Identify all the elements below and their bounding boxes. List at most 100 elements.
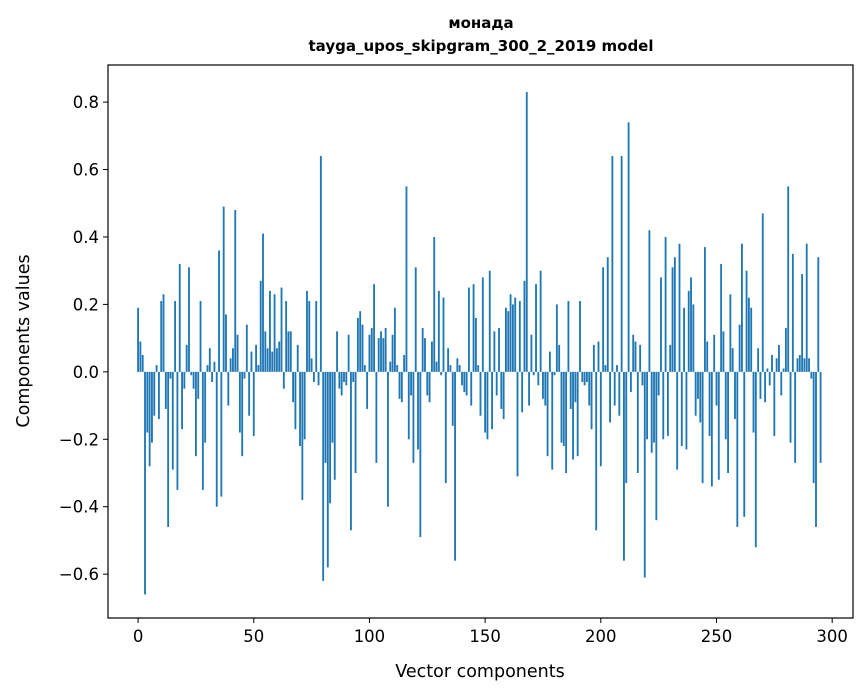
y-tick-label: 0.0 <box>73 363 99 382</box>
bar <box>435 361 438 372</box>
bar <box>414 267 417 372</box>
bar <box>331 371 334 443</box>
x-axis-label: Vector components <box>395 662 564 682</box>
bar <box>428 371 431 403</box>
bar <box>764 371 767 403</box>
bar <box>243 371 246 379</box>
bar <box>461 371 463 386</box>
bar <box>289 331 292 372</box>
bar-series <box>137 91 822 595</box>
bar <box>815 371 817 527</box>
bar <box>586 371 588 382</box>
bar <box>613 371 616 406</box>
x-tick-label: 0 <box>133 627 144 646</box>
bar <box>673 257 676 372</box>
bar <box>535 284 537 372</box>
bar <box>708 371 711 436</box>
bar <box>463 371 466 393</box>
bar <box>632 334 635 372</box>
x-axis: 0 50 100 150 200 250 300 <box>133 618 848 646</box>
bar <box>220 371 223 497</box>
bar <box>400 371 403 403</box>
bar <box>759 371 762 399</box>
bar <box>481 277 484 372</box>
bar <box>444 371 447 484</box>
bar <box>477 365 480 372</box>
bar <box>592 344 595 372</box>
bar <box>296 344 299 372</box>
bar <box>380 331 382 372</box>
bar <box>623 371 625 561</box>
bar <box>181 371 183 430</box>
bar <box>285 301 288 372</box>
bar <box>458 365 461 372</box>
bar <box>542 371 544 399</box>
bar <box>706 341 709 372</box>
bar <box>678 243 681 372</box>
bar <box>262 233 264 372</box>
bar <box>169 371 172 379</box>
bar <box>345 371 348 386</box>
bar <box>530 334 533 372</box>
bar <box>412 371 415 463</box>
bar <box>525 91 528 372</box>
bar <box>775 358 778 372</box>
bar <box>671 267 674 372</box>
bar <box>375 371 378 463</box>
bar <box>687 290 690 372</box>
bar <box>215 371 218 507</box>
bar <box>810 371 813 379</box>
bar <box>479 371 482 416</box>
bar <box>343 371 345 382</box>
bar <box>329 371 332 504</box>
bar <box>338 371 341 389</box>
bar <box>250 351 253 372</box>
bar <box>368 334 371 372</box>
bar <box>486 371 489 440</box>
bar <box>553 371 556 376</box>
bar <box>493 331 496 372</box>
bar <box>791 253 794 372</box>
bar <box>417 371 419 450</box>
y-tick-label: −0.2 <box>59 430 99 449</box>
bar <box>784 328 787 372</box>
bar <box>514 297 517 372</box>
bar <box>502 371 505 420</box>
bar <box>676 371 679 470</box>
bar <box>754 371 757 548</box>
bar <box>657 371 660 396</box>
bar <box>710 371 713 487</box>
chart-title: монада <box>448 14 513 32</box>
bar <box>567 301 570 372</box>
bar <box>789 371 792 443</box>
bar <box>340 371 343 396</box>
bar <box>176 371 179 490</box>
bar <box>653 371 655 443</box>
y-tick-label: 0.6 <box>73 161 99 180</box>
bar <box>720 263 723 372</box>
bar <box>507 311 510 372</box>
bar <box>778 344 780 372</box>
bar <box>537 371 540 386</box>
bar <box>597 341 600 372</box>
bar <box>465 371 468 396</box>
bar <box>151 371 153 443</box>
bar <box>727 371 729 474</box>
bar <box>222 206 225 372</box>
y-axis: −0.6 −0.4 −0.2 0.0 0.2 0.4 0.6 0.8 <box>59 93 108 584</box>
bar <box>782 368 785 372</box>
bar <box>666 371 669 436</box>
bar <box>359 311 362 372</box>
bar <box>500 371 503 409</box>
bar <box>238 371 241 433</box>
bar <box>141 354 144 372</box>
bar <box>407 371 410 440</box>
bar <box>366 371 369 409</box>
bar <box>606 257 609 372</box>
bar <box>648 230 651 372</box>
bar <box>370 328 373 372</box>
bar <box>569 371 572 409</box>
bar <box>440 371 443 376</box>
bar <box>137 307 139 372</box>
bar <box>433 236 436 372</box>
